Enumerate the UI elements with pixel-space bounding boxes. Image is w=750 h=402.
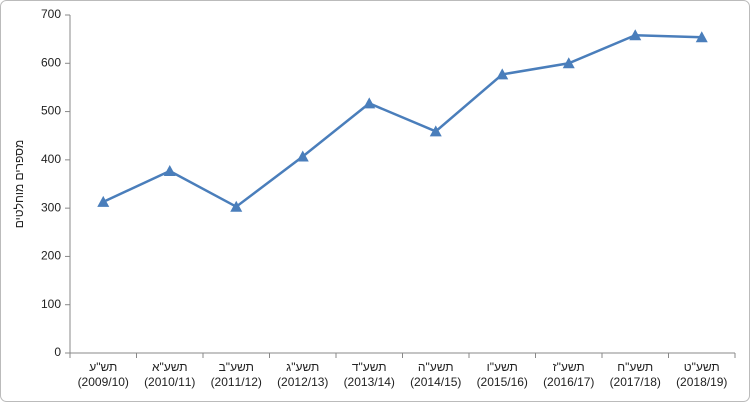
x-tick-label: תשע"ד (2013/14) <box>343 360 395 389</box>
x-tick-label: תשע"ט (2018/19) <box>676 360 728 389</box>
marker <box>695 31 708 43</box>
y-tick-label: 300 <box>41 200 61 214</box>
marker <box>562 57 575 69</box>
marker <box>97 195 110 207</box>
line <box>102 34 702 209</box>
x-tick-label: תשע"ו (2015/16) <box>476 360 528 389</box>
marker <box>296 150 309 162</box>
y-tick-label: 700 <box>41 7 61 21</box>
marker <box>163 164 176 176</box>
y-axis-label: מספרים מוחלטים <box>12 140 26 229</box>
marker <box>230 200 243 212</box>
y-tick-label: 0 <box>54 345 61 359</box>
y-tick-label: 500 <box>41 104 61 118</box>
y-tick-label: 100 <box>41 297 61 311</box>
x-tick-label: תשע"ג (2012/13) <box>277 360 329 389</box>
x-tick-label: תשע"ז (2016/17) <box>543 360 595 389</box>
x-tick-label: תשע"ה (2014/15) <box>410 360 462 389</box>
y-tick-label: 600 <box>41 55 61 69</box>
marker <box>629 29 642 41</box>
y-tick-label: 200 <box>41 249 61 263</box>
y-tick-label: 400 <box>41 152 61 166</box>
marker <box>496 68 509 80</box>
x-tick-label: תשע"ב (2011/12) <box>210 360 262 389</box>
marker <box>363 97 376 109</box>
x-tick-label: תשע"א (2010/11) <box>144 360 196 389</box>
x-tick-label: תש"ע (2009/10) <box>77 360 129 389</box>
marker <box>429 125 442 137</box>
x-tick-label: תשע"ח (2017/18) <box>609 360 661 389</box>
